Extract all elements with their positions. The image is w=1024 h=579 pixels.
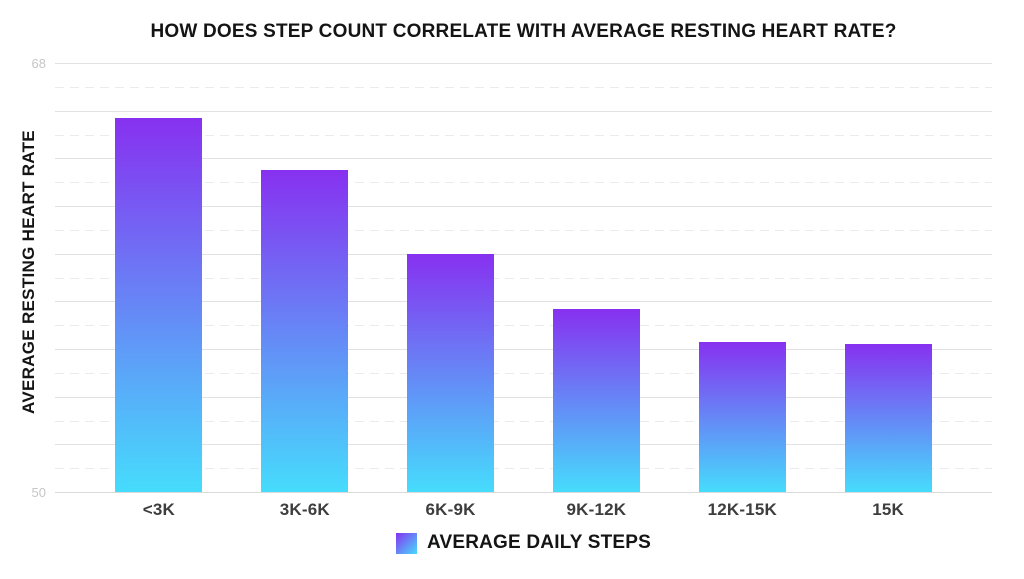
legend: AVERAGE DAILY STEPS bbox=[55, 532, 992, 554]
legend-label: AVERAGE DAILY STEPS bbox=[426, 532, 652, 553]
bar-6K-9K bbox=[407, 253, 495, 492]
gridline-solid bbox=[55, 206, 992, 207]
gridline-dashed bbox=[55, 134, 992, 136]
bar-9K-12K bbox=[552, 308, 640, 492]
x-axis-label: 6K-9K bbox=[425, 500, 476, 519]
gridline-solid bbox=[55, 396, 992, 398]
y-axis-title: AVERAGE RESTING HEART RATE bbox=[19, 130, 38, 414]
gridline-dashed bbox=[55, 468, 992, 470]
gridline-dashed bbox=[55, 277, 992, 279]
y-tick-68: 68 bbox=[31, 56, 46, 71]
bar-3K-6K bbox=[261, 170, 349, 492]
gridline-dashed bbox=[55, 420, 992, 422]
gridline-dashed bbox=[55, 86, 992, 88]
chart-title: HOW DOES STEP COUNT CORRELATE WITH AVERA… bbox=[150, 21, 897, 42]
x-axis-label: 3K-6K bbox=[279, 500, 330, 519]
gridline-solid bbox=[55, 110, 992, 112]
x-axis-label: 9K-12K bbox=[566, 500, 627, 519]
x-axis-label: 12K-15K bbox=[707, 500, 778, 519]
gridline-solid bbox=[55, 492, 992, 493]
gridline-solid bbox=[55, 158, 992, 160]
bar-<3K bbox=[115, 117, 203, 492]
gridline-dashed bbox=[55, 229, 992, 231]
bar-15K bbox=[844, 344, 932, 492]
gridline-solid bbox=[55, 63, 992, 64]
gridline-solid bbox=[55, 253, 992, 255]
gridline-dashed bbox=[55, 182, 992, 184]
plot-area: <3K 3K-6K 6K-9K 9K-12K 12K-15K 15K bbox=[55, 63, 992, 519]
gridline-solid bbox=[55, 301, 992, 303]
gridline-solid bbox=[55, 349, 992, 350]
x-axis-label: <3K bbox=[142, 500, 176, 519]
gridline-dashed bbox=[55, 325, 992, 327]
y-tick-50: 50 bbox=[31, 485, 46, 500]
x-axis-label: 15K bbox=[872, 500, 904, 519]
gridline-dashed bbox=[55, 372, 992, 374]
legend-gradient-swatch-icon bbox=[395, 532, 417, 554]
bar-12K-15K bbox=[698, 341, 786, 492]
gridline-solid bbox=[55, 444, 992, 446]
